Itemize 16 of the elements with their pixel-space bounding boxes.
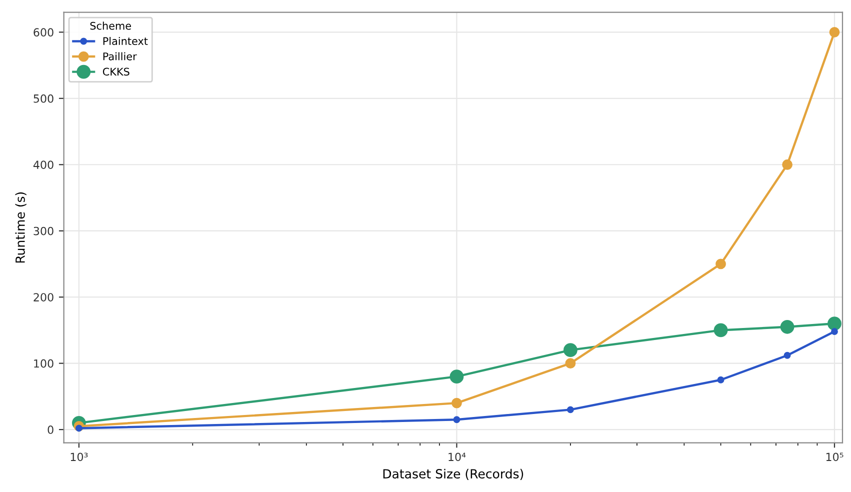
y-tick-label: 600 bbox=[34, 28, 54, 37]
y-axis-title: Runtime (s) bbox=[15, 192, 26, 263]
x-tick-label: 10⁵ bbox=[826, 452, 844, 462]
y-tick-label: 400 bbox=[33, 160, 54, 170]
x-axis-title: Dataset Size (Records) bbox=[383, 468, 524, 480]
y-tick-label: 100 bbox=[34, 359, 54, 368]
y-tick-label: 0 bbox=[48, 426, 54, 434]
y-tick-label: 300 bbox=[34, 226, 54, 236]
legend-label: Paillier bbox=[103, 52, 137, 60]
legend-label: Plaintext bbox=[103, 36, 148, 46]
y-tick-label: 200 bbox=[34, 293, 54, 302]
x-tick-label: 10⁴ bbox=[448, 452, 466, 462]
legend-label: CKKS bbox=[102, 68, 130, 76]
legend-title: Scheme bbox=[90, 22, 131, 30]
y-tick-label: 500 bbox=[34, 94, 54, 103]
x-tick-label: 10³ bbox=[70, 452, 88, 462]
